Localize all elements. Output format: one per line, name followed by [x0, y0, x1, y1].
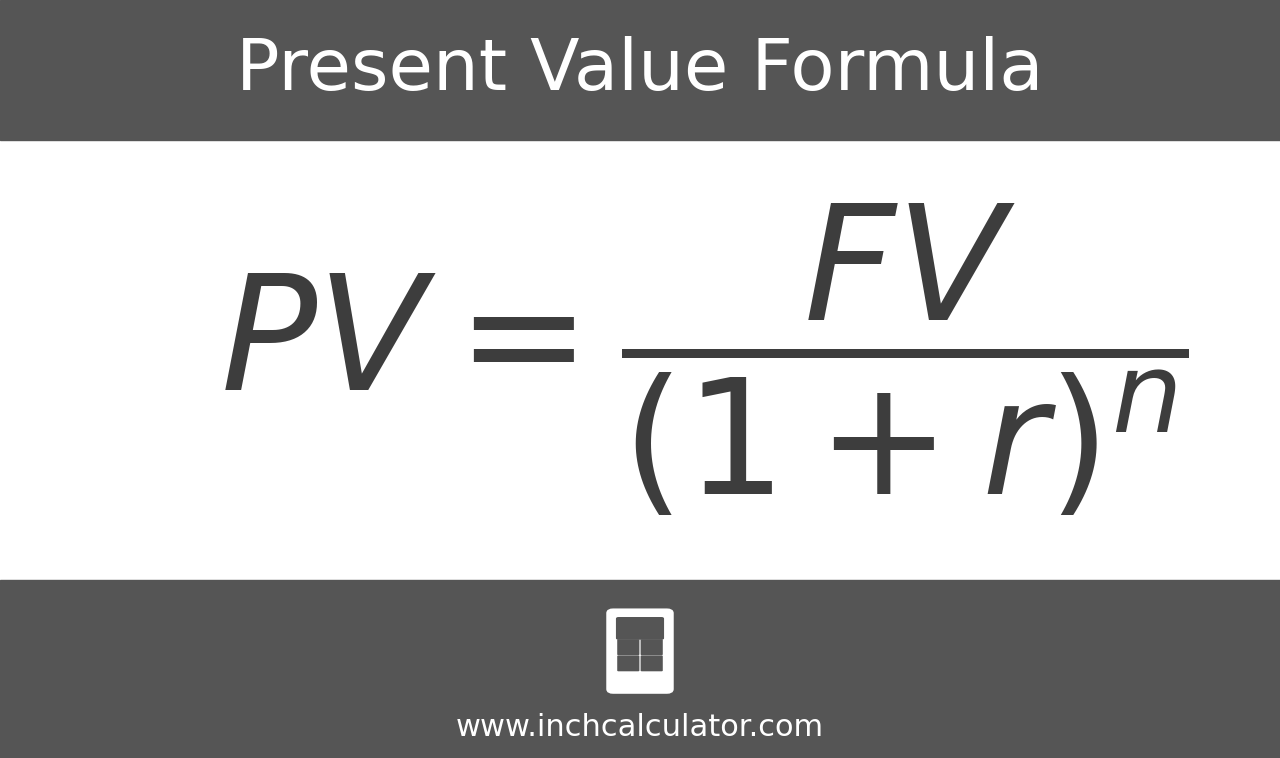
Text: $\mathit{PV} = \dfrac{\mathit{FV}}{(1+\mathit{r})^{\mathit{n}}}$: $\mathit{PV} = \dfrac{\mathit{FV}}{(1+\m…	[220, 202, 1188, 518]
Bar	[0, 580, 1280, 758]
FancyBboxPatch shape	[616, 617, 664, 640]
Text: Present Value Formula: Present Value Formula	[237, 36, 1043, 105]
FancyBboxPatch shape	[617, 656, 640, 672]
FancyBboxPatch shape	[608, 610, 672, 692]
Bar	[0, 0, 1280, 140]
Text: www.inchcalculator.com: www.inchcalculator.com	[456, 713, 824, 742]
FancyBboxPatch shape	[640, 639, 663, 655]
FancyBboxPatch shape	[640, 656, 663, 672]
FancyBboxPatch shape	[617, 639, 640, 655]
